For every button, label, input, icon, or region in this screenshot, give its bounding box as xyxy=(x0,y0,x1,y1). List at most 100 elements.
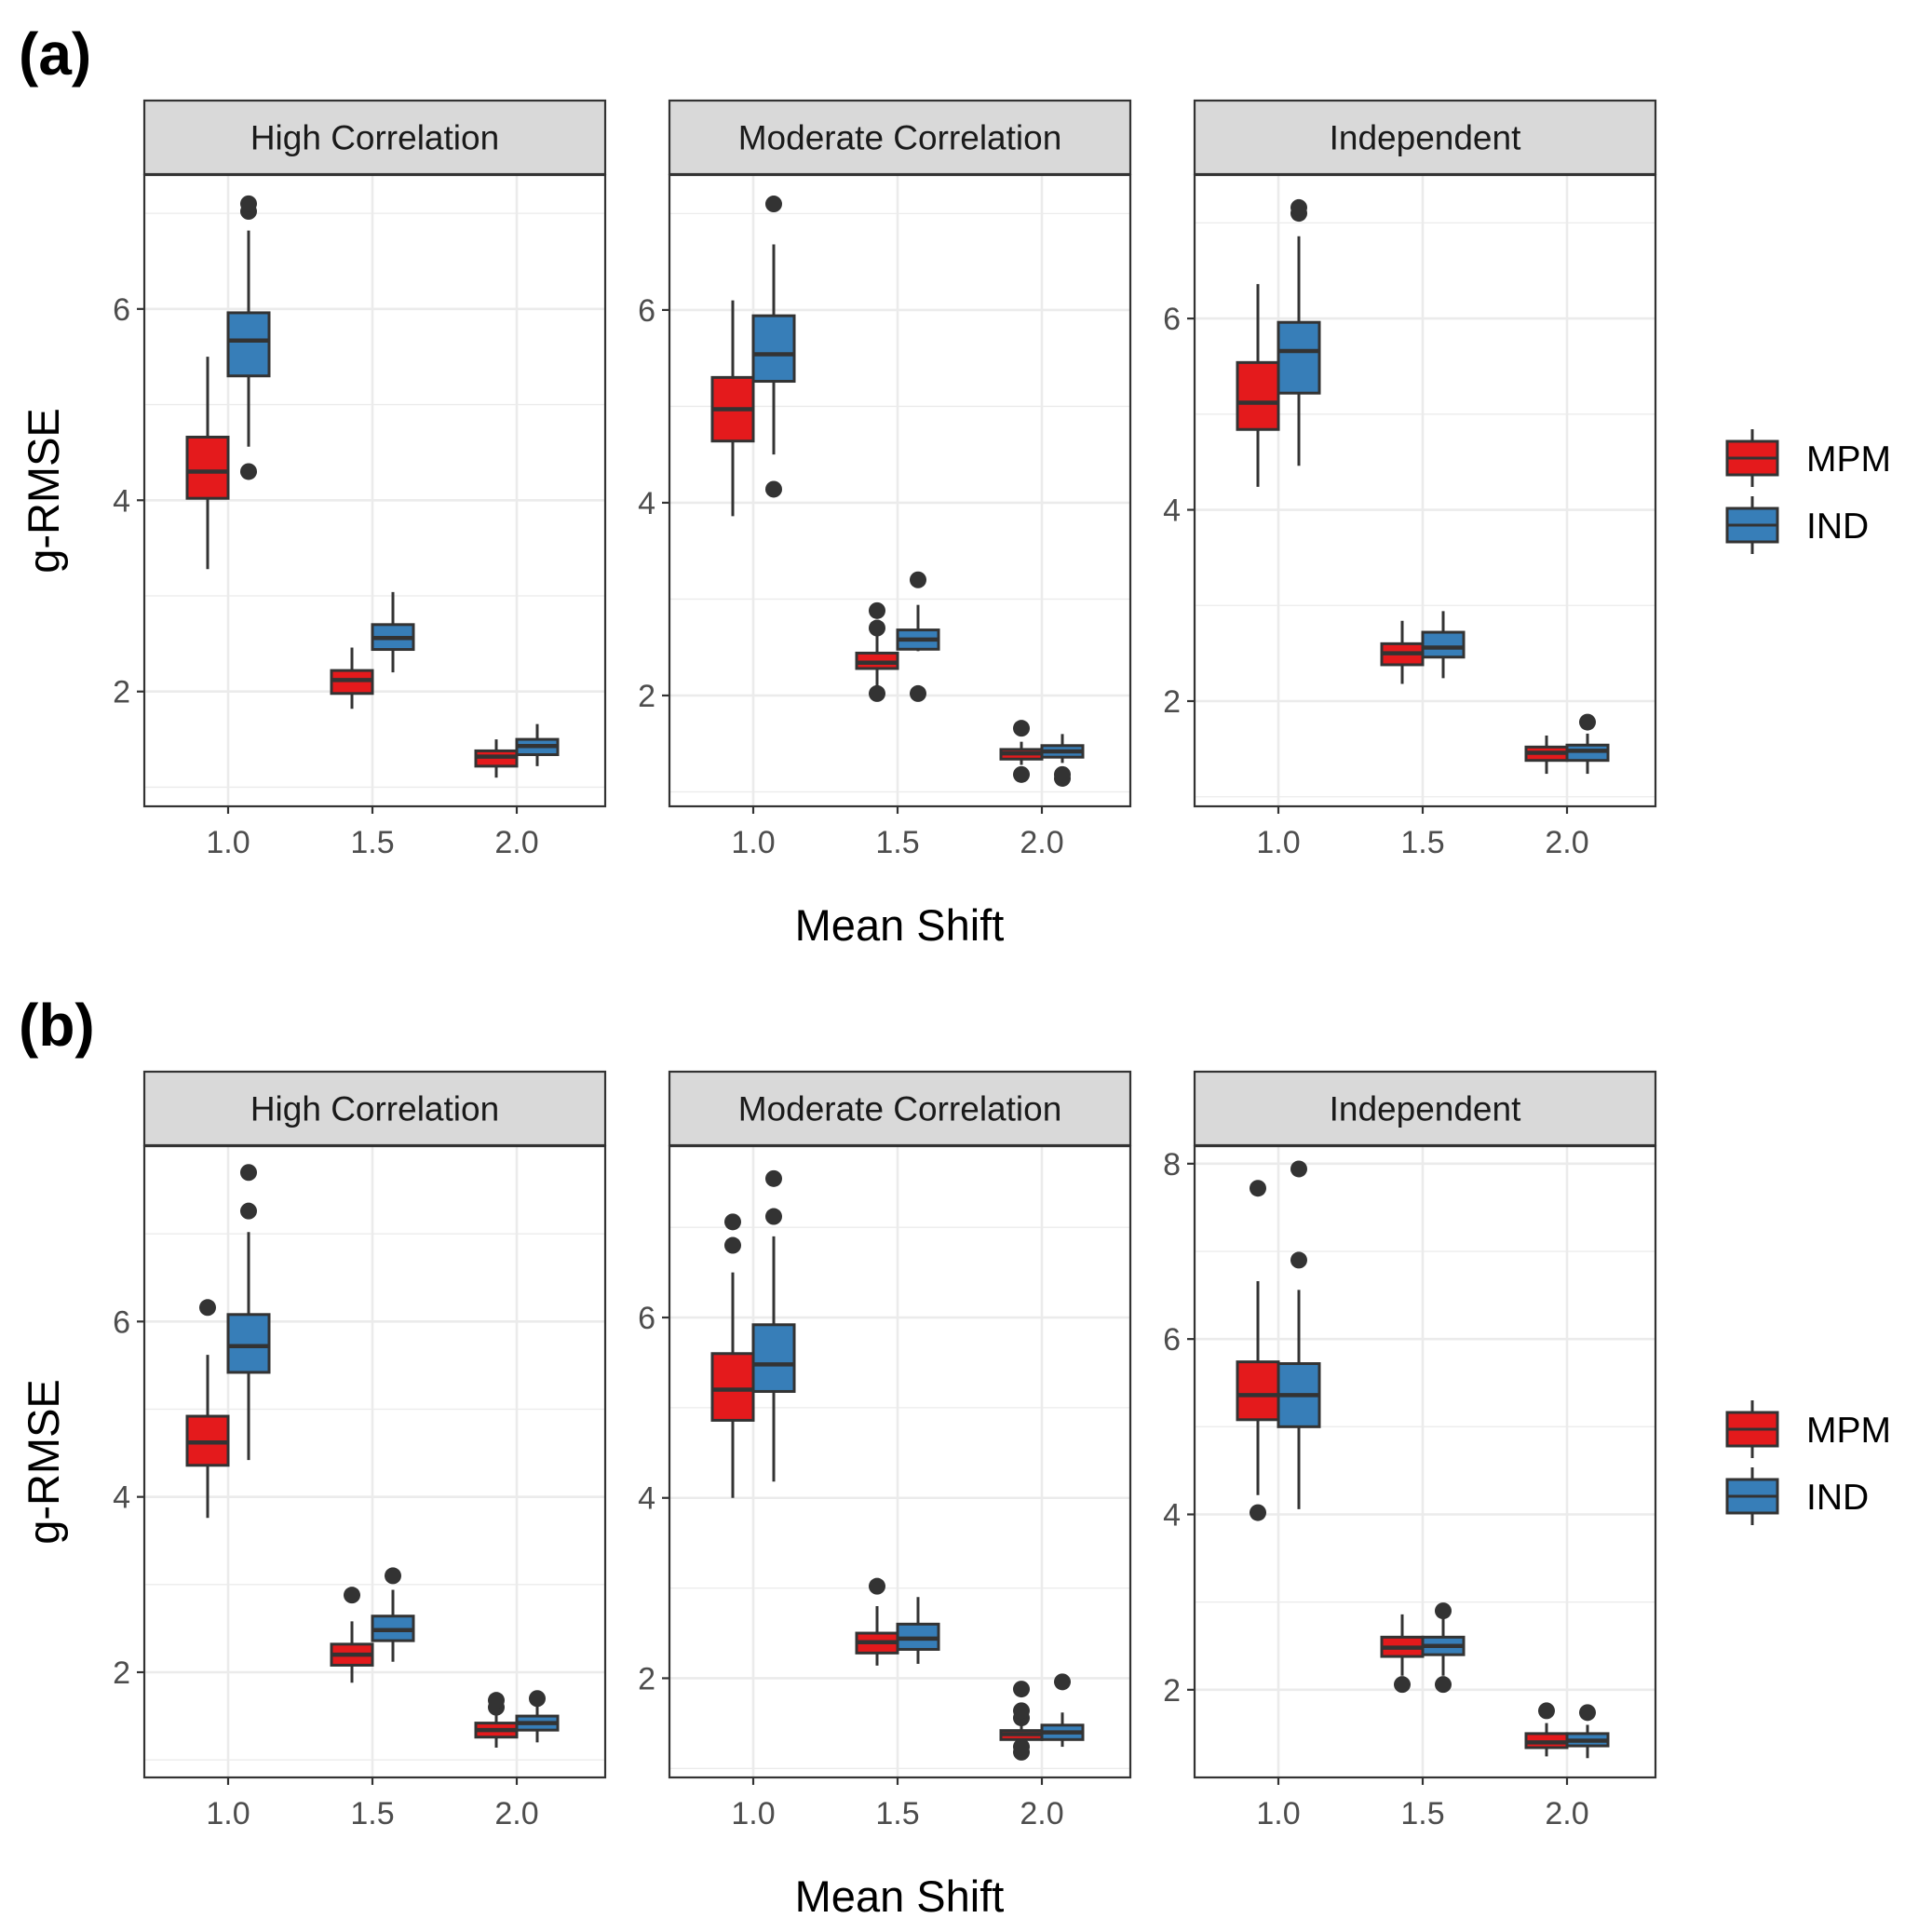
box-mpm-1-5 xyxy=(1380,620,1425,684)
panel-background xyxy=(1195,1146,1655,1777)
y-tick-label: 2 xyxy=(638,679,655,714)
facet-1: High Correlation 2 4 6 1.0 1.5 2.0 xyxy=(113,1070,607,1831)
y-tick-label: 2 xyxy=(113,1655,130,1691)
panel-border xyxy=(1193,173,1657,808)
x-tick-label: 1.0 xyxy=(731,825,775,860)
strip-title: High Correlation xyxy=(250,1090,499,1128)
x-tick-label: 1.5 xyxy=(1400,825,1444,860)
x-tick-label: 1.0 xyxy=(731,1796,775,1831)
y-tick-label: 6 xyxy=(638,1301,655,1336)
outlier-point xyxy=(1054,765,1071,783)
outlier-point xyxy=(1579,1704,1596,1722)
facet-2: Moderate Correlation 2 4 6 1.0 1.5 2.0 xyxy=(638,1070,1132,1831)
outlier-point xyxy=(869,601,885,619)
x-tick-label: 2.0 xyxy=(1020,825,1063,860)
box-ind-1-0 xyxy=(226,195,271,480)
outlier-point xyxy=(910,684,926,702)
box-mpm-2-0 xyxy=(474,1692,519,1748)
panel-background xyxy=(1195,175,1655,806)
outlier-point xyxy=(1013,1681,1030,1698)
box-body xyxy=(185,435,230,500)
facet-3: Independent 2 4 6 8 1.0 1.5 2.0 xyxy=(1163,1070,1657,1831)
box-body xyxy=(710,1352,755,1422)
box-body xyxy=(1236,360,1280,431)
outlier-point xyxy=(1394,1676,1411,1694)
box-mpm-1-0 xyxy=(1236,1180,1280,1521)
outlier-point xyxy=(765,1169,782,1187)
box-ind-1-5 xyxy=(1421,611,1466,679)
box-body xyxy=(226,311,271,378)
x-tick-label: 2.0 xyxy=(1545,1796,1588,1831)
panel-border xyxy=(1193,1144,1657,1779)
outlier-point xyxy=(1013,720,1030,737)
x-tick-label: 1.5 xyxy=(1400,1796,1444,1831)
y-tick-label: 8 xyxy=(1163,1147,1181,1182)
x-tick-label: 1.5 xyxy=(350,1796,394,1831)
outlier-point xyxy=(1290,1251,1307,1269)
box-body xyxy=(1277,320,1321,395)
x-axis-title: Mean Shift xyxy=(795,900,1005,950)
legend-label: IND xyxy=(1806,507,1869,547)
box-ind-1-0 xyxy=(751,1169,796,1482)
x-tick-label: 1.0 xyxy=(206,825,250,860)
x-axis-title: Mean Shift xyxy=(795,1871,1005,1921)
x-tick-label: 2.0 xyxy=(1020,1796,1063,1831)
panel-background xyxy=(669,175,1130,806)
box-mpm-1-0 xyxy=(185,357,230,570)
legend-item-mpm: MPM xyxy=(1725,1400,1891,1458)
box-ind-1-0 xyxy=(1277,1160,1321,1509)
y-tick-label: 2 xyxy=(1163,1673,1181,1709)
facet-1: High Correlation 2 4 6 1.0 1.5 2.0 xyxy=(113,99,607,860)
strip-background xyxy=(142,99,607,176)
box-body xyxy=(1236,1360,1280,1422)
panel-border xyxy=(142,173,607,808)
x-tick-label: 1.5 xyxy=(875,825,919,860)
y-tick-label: 2 xyxy=(113,675,130,710)
facet-3: Independent 2 4 6 1.0 1.5 2.0 xyxy=(1163,99,1657,860)
box-mpm-1-0 xyxy=(710,300,755,517)
panel-border xyxy=(668,173,1132,808)
box-mpm-1-5 xyxy=(330,1587,374,1683)
box-ind-2-0 xyxy=(1040,1673,1085,1748)
strip-title: Moderate Correlation xyxy=(738,1090,1062,1128)
legend: MPM IND xyxy=(1725,429,1891,554)
x-tick-label: 1.0 xyxy=(206,1796,250,1831)
y-tick-label: 4 xyxy=(638,486,655,521)
y-tick-label: 6 xyxy=(638,293,655,329)
panel-label: (b) xyxy=(19,992,95,1059)
outlier-point xyxy=(765,196,782,213)
y-tick-label: 4 xyxy=(1163,1498,1181,1533)
y-tick-label: 6 xyxy=(1163,1322,1181,1358)
outlier-point xyxy=(869,684,885,702)
outlier-point xyxy=(1290,198,1307,216)
x-tick-label: 1.0 xyxy=(1256,825,1300,860)
legend-label: MPM xyxy=(1806,1411,1891,1451)
panel-background xyxy=(669,1146,1130,1777)
x-tick-label: 1.5 xyxy=(875,1796,919,1831)
outlier-point xyxy=(910,571,926,588)
outlier-point xyxy=(1013,765,1030,783)
legend-label: MPM xyxy=(1806,439,1891,480)
outlier-point xyxy=(724,1213,741,1231)
strip-title: High Correlation xyxy=(250,119,499,157)
box-ind-1-0 xyxy=(1277,198,1321,466)
legend-item-ind: IND xyxy=(1725,496,1869,554)
x-tick-label: 1.0 xyxy=(1256,1796,1300,1831)
box-mpm-2-0 xyxy=(999,720,1044,783)
panel-border xyxy=(668,1144,1132,1779)
box-ind-1-5 xyxy=(371,1567,415,1662)
legend: MPM IND xyxy=(1725,1400,1891,1525)
outlier-point xyxy=(1290,1160,1307,1178)
box-mpm-1-5 xyxy=(855,1577,899,1666)
outlier-point xyxy=(1013,1702,1030,1720)
y-axis-title: g-RMSE xyxy=(19,1379,68,1545)
box-ind-2-0 xyxy=(515,723,560,766)
outlier-point xyxy=(869,619,885,637)
outlier-point xyxy=(344,1587,360,1604)
box-ind-1-5 xyxy=(896,1597,940,1664)
box-mpm-1-5 xyxy=(330,647,374,709)
outlier-point xyxy=(765,480,782,498)
outlier-point xyxy=(1054,1673,1071,1691)
